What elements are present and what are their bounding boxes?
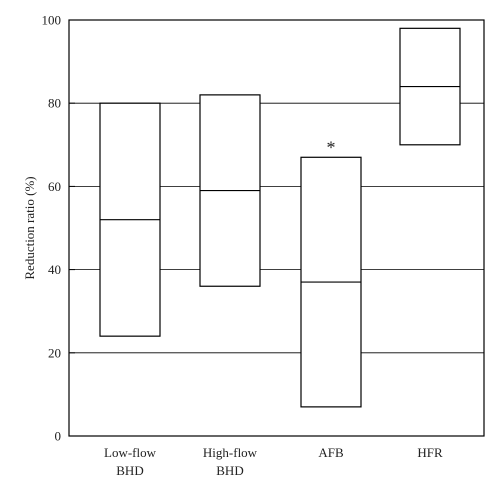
y-tick-label: 60 bbox=[48, 179, 61, 194]
category-label: BHD bbox=[116, 463, 143, 478]
y-tick-label: 40 bbox=[48, 262, 61, 277]
y-axis-label: Reduction ratio (%) bbox=[22, 176, 37, 279]
significance-marker: * bbox=[327, 137, 336, 157]
category-label: AFB bbox=[318, 445, 344, 460]
y-tick-label: 80 bbox=[48, 96, 61, 111]
category-label: HFR bbox=[417, 445, 443, 460]
y-axis-ticks: 0 20 40 60 80 100 bbox=[42, 13, 75, 444]
plot-frame bbox=[68, 19, 485, 437]
y-tick-label: 100 bbox=[42, 13, 62, 28]
category-label: BHD bbox=[216, 463, 243, 478]
category-label: Low-flow bbox=[104, 445, 157, 460]
y-tick-label: 20 bbox=[48, 345, 61, 360]
y-tick-label: 0 bbox=[55, 429, 62, 444]
category-labels: Low-flow BHD High-flow BHD AFB HFR bbox=[104, 445, 443, 478]
category-label: High-flow bbox=[203, 445, 258, 460]
boxes: * bbox=[99, 27, 461, 408]
